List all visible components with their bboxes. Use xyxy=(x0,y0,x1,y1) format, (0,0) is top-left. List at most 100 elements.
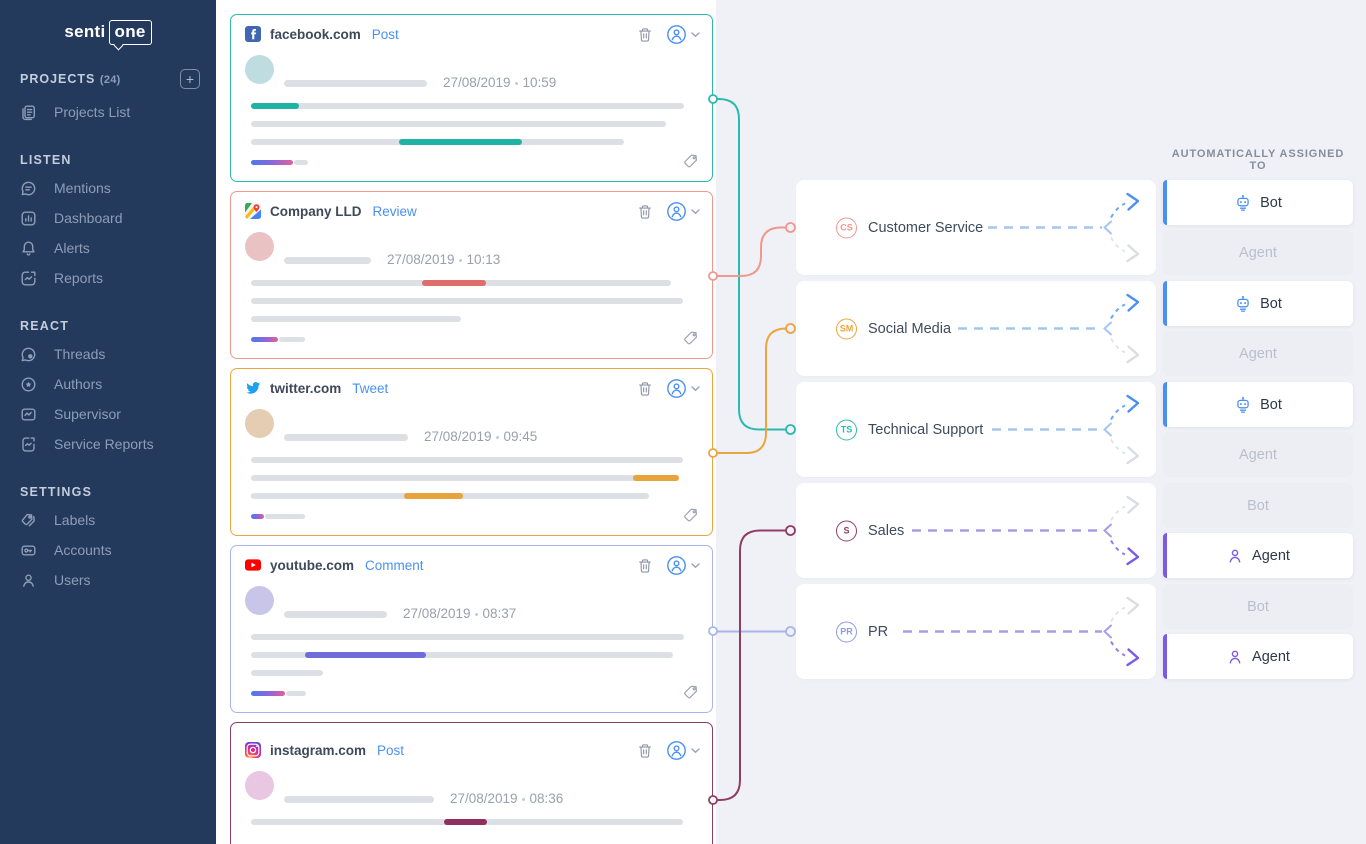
category-card-customer-service: CS Customer Service xyxy=(796,180,1156,275)
tag-button[interactable] xyxy=(682,330,699,347)
logo-text-senti: senti xyxy=(64,22,106,41)
bot-option-pr[interactable]: Bot xyxy=(1163,584,1353,629)
sidebar-item-projects-list[interactable]: Projects List xyxy=(0,97,216,127)
sidebar-item-authors[interactable]: Authors xyxy=(0,369,216,399)
sidebar-item-alerts[interactable]: Alerts xyxy=(0,233,216,263)
mention-actions xyxy=(637,24,700,45)
bot-option-social-media[interactable]: Bot xyxy=(1163,281,1353,326)
mention-actions xyxy=(637,740,700,761)
agent-option-social-media[interactable]: Agent xyxy=(1163,331,1353,376)
chevron-down-icon xyxy=(691,385,700,391)
sidebar-nav: Projects List LISTEN Mentions Dashboard Aler… xyxy=(0,97,216,595)
assign-user-button[interactable] xyxy=(666,24,700,45)
mention-datetime: 27/08/2019 • 10:13 xyxy=(387,252,500,267)
sentiment-bar-tail xyxy=(279,337,305,342)
mention-type-link[interactable]: Tweet xyxy=(352,380,389,396)
category-card-technical-support: TS Technical Support xyxy=(796,382,1156,477)
active-accent-bar xyxy=(1163,533,1167,578)
add-project-button[interactable]: + xyxy=(180,69,200,89)
delete-mention-button[interactable] xyxy=(637,27,653,43)
highlighted-keyword-placeholder xyxy=(399,139,522,145)
sidebar-item-service-reports[interactable]: Service Reports xyxy=(0,429,216,459)
reports-icon xyxy=(20,270,37,287)
delete-mention-button[interactable] xyxy=(637,743,653,759)
mention-time: 09:45 xyxy=(503,429,538,444)
mention-type-link[interactable]: Comment xyxy=(365,557,424,573)
sidebar: senti one PROJECTS (24) + Projects List LI… xyxy=(0,0,216,844)
assign-user-button[interactable] xyxy=(666,201,700,222)
assigned-header: AUTOMATICALLY ASSIGNED TO xyxy=(1171,148,1345,172)
sidebar-item-users[interactable]: Users xyxy=(0,565,216,595)
tag-icon xyxy=(684,508,697,522)
agent-option-technical-support[interactable]: Agent xyxy=(1163,432,1353,477)
tag-button[interactable] xyxy=(682,507,699,524)
avatar xyxy=(245,409,274,438)
assign-user-button[interactable] xyxy=(666,555,700,576)
mention-type-link[interactable]: Post xyxy=(377,742,405,758)
logo-text-one: one xyxy=(108,20,152,45)
bot-option-technical-support[interactable]: Bot xyxy=(1163,382,1353,427)
assignment-panel: AUTOMATICALLY ASSIGNED TO CS Customer Ser… xyxy=(716,0,1366,844)
sidebar-item-label: Projects List xyxy=(54,104,131,120)
mention-actions xyxy=(637,378,700,399)
bot-option-customer-service[interactable]: Bot xyxy=(1163,180,1353,225)
bot-label: Bot xyxy=(1260,194,1282,211)
mention-type-link[interactable]: Post xyxy=(371,26,399,42)
assign-user-button[interactable] xyxy=(666,378,700,399)
mention-card-header: instagram.com Post xyxy=(245,741,404,759)
trash-icon xyxy=(639,27,651,42)
date-separator: • xyxy=(521,794,526,806)
chevron-down-icon xyxy=(691,208,700,214)
category-badge: CS xyxy=(836,217,857,238)
mention-card-header: facebook.com Post xyxy=(245,25,399,43)
agent-label: Agent xyxy=(1239,345,1277,362)
text-placeholder-line xyxy=(251,121,666,127)
highlighted-keyword-placeholder xyxy=(633,475,679,481)
agent-label: Agent xyxy=(1252,547,1290,564)
text-placeholder-line xyxy=(251,139,624,145)
assign-user-icon xyxy=(667,556,686,575)
tag-button[interactable] xyxy=(682,153,699,170)
instagram-icon xyxy=(245,742,261,758)
sidebar-item-supervisor[interactable]: Supervisor xyxy=(0,399,216,429)
sidebar-section-settings: SETTINGS xyxy=(20,485,93,499)
delete-mention-button[interactable] xyxy=(637,558,653,574)
agent-option-sales[interactable]: Agent xyxy=(1163,533,1353,578)
assign-user-icon xyxy=(667,379,686,398)
sidebar-item-reports[interactable]: Reports xyxy=(0,263,216,293)
sidebar-item-label: Mentions xyxy=(54,180,111,196)
google-maps-icon xyxy=(245,203,261,219)
sidebar-item-labels[interactable]: Labels xyxy=(0,505,216,535)
sidebar-item-label: Authors xyxy=(54,376,103,392)
sentiment-bar xyxy=(251,691,285,696)
active-accent-bar xyxy=(1163,382,1167,427)
authors-icon xyxy=(20,376,37,393)
mention-time: 08:37 xyxy=(482,606,517,621)
tag-button[interactable] xyxy=(682,684,699,701)
projects-label: PROJECTS xyxy=(20,72,96,86)
sidebar-item-mentions[interactable]: Mentions xyxy=(0,173,216,203)
youtube-icon xyxy=(245,557,261,573)
bot-option-sales[interactable]: Bot xyxy=(1163,483,1353,528)
mention-date: 27/08/2019 xyxy=(403,606,471,621)
sidebar-item-accounts[interactable]: Accounts xyxy=(0,535,216,565)
delete-mention-button[interactable] xyxy=(637,204,653,220)
agent-option-pr[interactable]: Agent xyxy=(1163,634,1353,679)
trash-icon xyxy=(639,204,651,219)
category-label: Technical Support xyxy=(868,421,984,438)
bot-label: Bot xyxy=(1247,598,1269,615)
author-name-placeholder xyxy=(284,434,408,441)
assign-user-button[interactable] xyxy=(666,740,700,761)
chevron-down-icon xyxy=(691,31,700,37)
agent-icon xyxy=(1226,648,1244,666)
delete-mention-button[interactable] xyxy=(637,381,653,397)
mention-type-link[interactable]: Review xyxy=(372,203,417,219)
agent-option-customer-service[interactable]: Agent xyxy=(1163,230,1353,275)
author-name-placeholder xyxy=(284,80,427,87)
bot-icon xyxy=(1234,295,1252,313)
mention-datetime: 27/08/2019 • 08:36 xyxy=(450,791,563,806)
sidebar-item-dashboard[interactable]: Dashboard xyxy=(0,203,216,233)
sidebar-item-threads[interactable]: Threads xyxy=(0,339,216,369)
category-badge: TS xyxy=(836,419,857,440)
